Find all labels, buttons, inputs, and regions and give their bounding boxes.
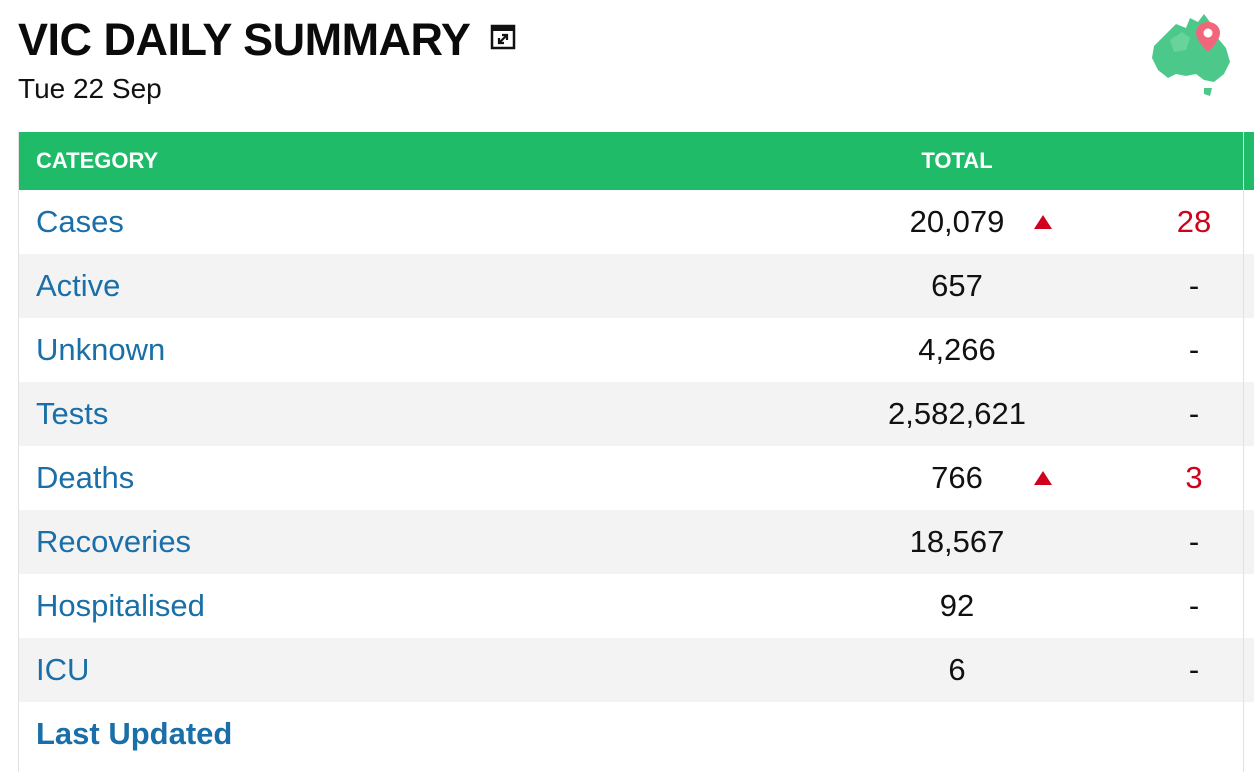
category-link-cases[interactable]: Cases (36, 204, 124, 239)
total-value: 2,582,621 (888, 396, 1026, 431)
change-value: - (1188, 268, 1200, 303)
increase-arrow-icon (1034, 215, 1052, 229)
popout-icon[interactable] (490, 24, 516, 50)
total-value: 4,266 (918, 332, 996, 367)
table-row: Unknown 4,266 - (18, 318, 1254, 382)
change-cell: 3 (1034, 446, 1254, 510)
change-value: 28 (1176, 204, 1212, 239)
table-row: ICU 6 - (18, 638, 1254, 702)
category-link-unknown[interactable]: Unknown (36, 332, 166, 367)
category-link-icu[interactable]: ICU (36, 652, 90, 687)
table-header-row: CATEGORY TOTAL (18, 132, 1254, 190)
change-value: 3 (1185, 460, 1203, 495)
table-row: Active 657 - (18, 254, 1254, 318)
column-header-total: TOTAL (921, 148, 993, 173)
category-link-active[interactable]: Active (36, 268, 121, 303)
change-value: - (1188, 652, 1200, 687)
page-title: VIC DAILY SUMMARY (18, 14, 471, 65)
total-value: 657 (931, 268, 983, 303)
column-header-category: CATEGORY (36, 148, 159, 173)
table-row: Deaths 766 3 (18, 446, 1254, 510)
change-value: - (1188, 524, 1200, 559)
last-updated-row: Last Updated (18, 702, 1254, 766)
table-row: Tests 2,582,621 - (18, 382, 1254, 446)
change-value: - (1188, 588, 1200, 623)
total-value: 18,567 (909, 524, 1005, 559)
summary-table: CATEGORY TOTAL Cases 20,079 28 Active 65… (18, 132, 1254, 766)
category-link-tests[interactable]: Tests (36, 396, 109, 431)
title-row: VIC DAILY SUMMARY (18, 14, 1244, 66)
table-row: Recoveries 18,567 - (18, 510, 1254, 574)
total-value: 20,079 (909, 204, 1005, 239)
category-link-recoveries[interactable]: Recoveries (36, 524, 192, 559)
change-cell: 28 (1034, 190, 1254, 254)
category-link-hospitalised[interactable]: Hospitalised (36, 588, 205, 623)
total-value: 766 (931, 460, 983, 495)
table-row: Cases 20,079 28 (18, 190, 1254, 254)
last-updated-label: Last Updated (36, 716, 233, 751)
table-row: Hospitalised 92 - (18, 574, 1254, 638)
australia-map-pin-icon (1146, 8, 1236, 100)
increase-arrow-icon (1034, 471, 1052, 485)
summary-date: Tue 22 Sep (18, 73, 162, 104)
category-link-deaths[interactable]: Deaths (36, 460, 135, 495)
total-value: 92 (939, 588, 975, 623)
change-value: - (1188, 332, 1200, 367)
column-header-change (1126, 132, 1254, 190)
change-value: - (1188, 396, 1200, 431)
summary-header: VIC DAILY SUMMARY Tue 22 Sep (18, 14, 1244, 124)
total-value: 6 (948, 652, 966, 687)
